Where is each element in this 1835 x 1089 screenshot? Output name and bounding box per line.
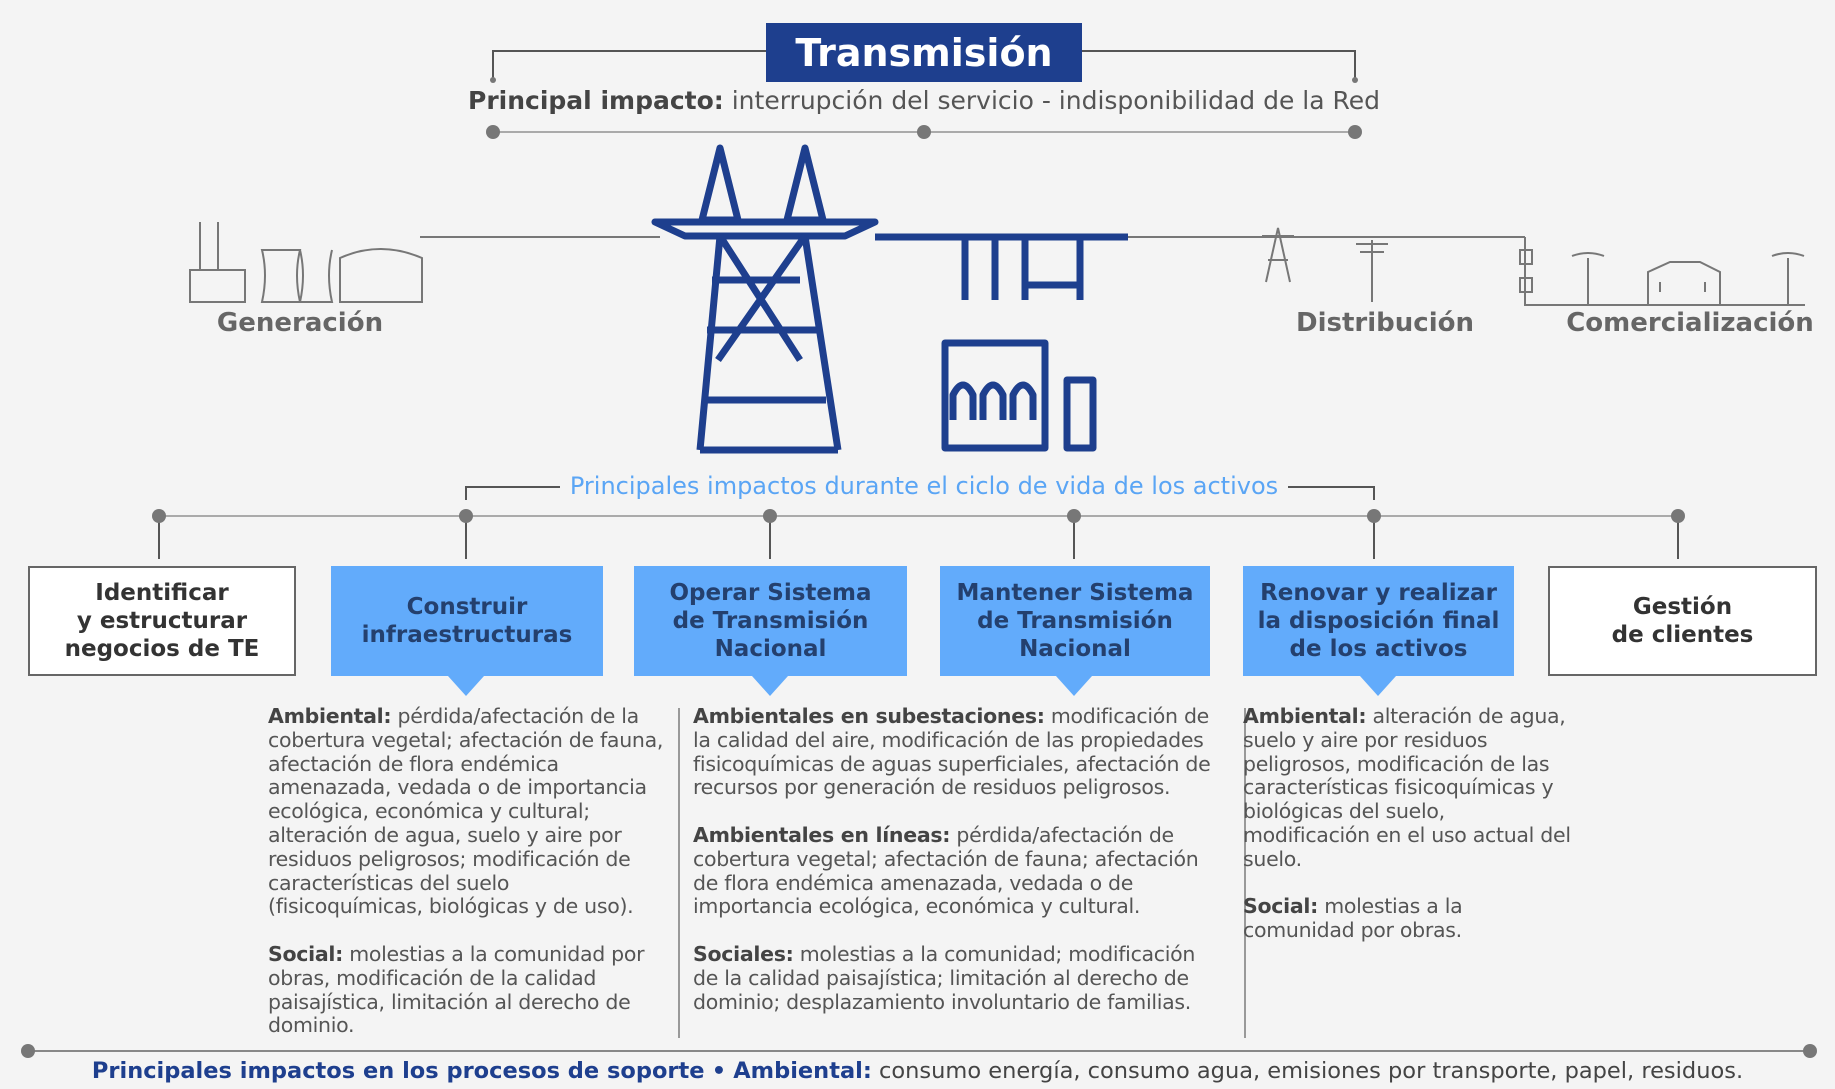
stage-line: y estructurar [76,608,248,634]
impact-label: Ambiental: [1243,704,1367,728]
stage-line: Operar Sistema [669,580,872,606]
stage-line: Identificar [95,580,229,606]
impact-text: molestias a la comunidad por obras. [1243,894,1463,943]
impact-column: Ambiental: pérdida/afectación de la cobe… [268,704,666,1062]
stage-line: negocios de TE [64,636,260,662]
impact-paragraph: Ambiental: alteración de agua, suelo y a… [1243,704,1573,872]
impact-text: molestias a la comunidad por obras, modi… [268,941,645,1038]
footer-separator: • [711,1058,727,1084]
impact-column: Ambiental: alteración de agua, suelo y a… [1243,704,1573,967]
footer: Principales impactos en los procesos de … [20,1058,1815,1084]
stage-box: Gestión de clientes [1548,566,1817,676]
main-impact: Principal impacto: interrupción del serv… [300,86,1548,115]
impact-text: alteración de agua, suelo y aire por res… [1243,704,1571,871]
stage-box: Mantener Sistema de Transmisión Nacional [940,566,1210,676]
stage-line: Mantener Sistema [956,580,1194,606]
stage-box: Identificar y estructurar negocios de TE [28,566,296,676]
impact-paragraph: Ambiental: pérdida/afectación de la cobe… [268,704,666,919]
impact-label: Social: [268,941,343,966]
impact-text: molestias a la comunidad; modificación d… [693,941,1196,1014]
impact-text: modificación de la calidad del aire, mod… [693,704,1211,800]
title: Transmisión [766,23,1082,82]
stage-line: infraestructuras [361,622,573,648]
stage-box: Renovar y realizar la disposición final de… [1243,566,1514,676]
stage-line: Nacional [714,636,827,662]
stage-line: Gestión [1632,594,1733,620]
impact-paragraph: Social: molestias a la comunidad por obr… [1243,894,1573,943]
stage-line: de los activos [1289,636,1468,662]
segment-label: Comercialización [1566,308,1814,338]
stage-line: Construir [406,594,528,620]
impact-paragraph: Ambientales en líneas: pérdida/afectació… [693,822,1221,919]
stage-box: Operar Sistema de Transmisión Nacional [634,566,907,676]
impact-label: Principal impacto: [468,86,724,115]
stage-line: Nacional [1019,636,1131,662]
footer-text: consumo energía, consumo agua, emisiones… [879,1058,1744,1084]
impact-text: pérdida/afectación de la cobertura veget… [268,704,664,919]
impact-label: Sociales: [693,941,794,966]
stage-box: Construir infraestructuras [331,566,603,676]
footer-label: Ambiental: [733,1058,872,1084]
impact-label: Ambiental: [268,704,392,728]
impact-paragraph: Social: molestias a la comunidad por obr… [268,941,666,1038]
impact-column: Ambientales en subestaciones: modificaci… [693,704,1221,1038]
stage-line: Renovar y realizar [1260,580,1497,606]
footer-title: Principales impactos en los procesos de … [91,1058,705,1084]
impact-label: Social: [1243,894,1318,919]
lifecycle-title: Principales impactos durante el ciclo de… [569,472,1279,500]
stage-line: la disposición final [1257,608,1500,634]
stage-line: de clientes [1611,622,1754,648]
impact-label: Ambientales en subestaciones: [693,704,1045,728]
impact-paragraph: Sociales: molestias a la comunidad; modi… [693,941,1221,1014]
impact-text: interrupción del servicio - indisponibil… [731,86,1380,115]
segment-label: Generación [216,308,384,338]
impact-paragraph: Ambientales en subestaciones: modificaci… [693,704,1221,800]
segment-label: Distribución [1296,308,1474,338]
impact-text: pérdida/afectación de cobertura vegetal;… [693,822,1199,919]
stage-line: de Transmisión [977,608,1173,634]
stage-line: de Transmisión [672,608,869,634]
impact-label: Ambientales en líneas: [693,822,951,847]
